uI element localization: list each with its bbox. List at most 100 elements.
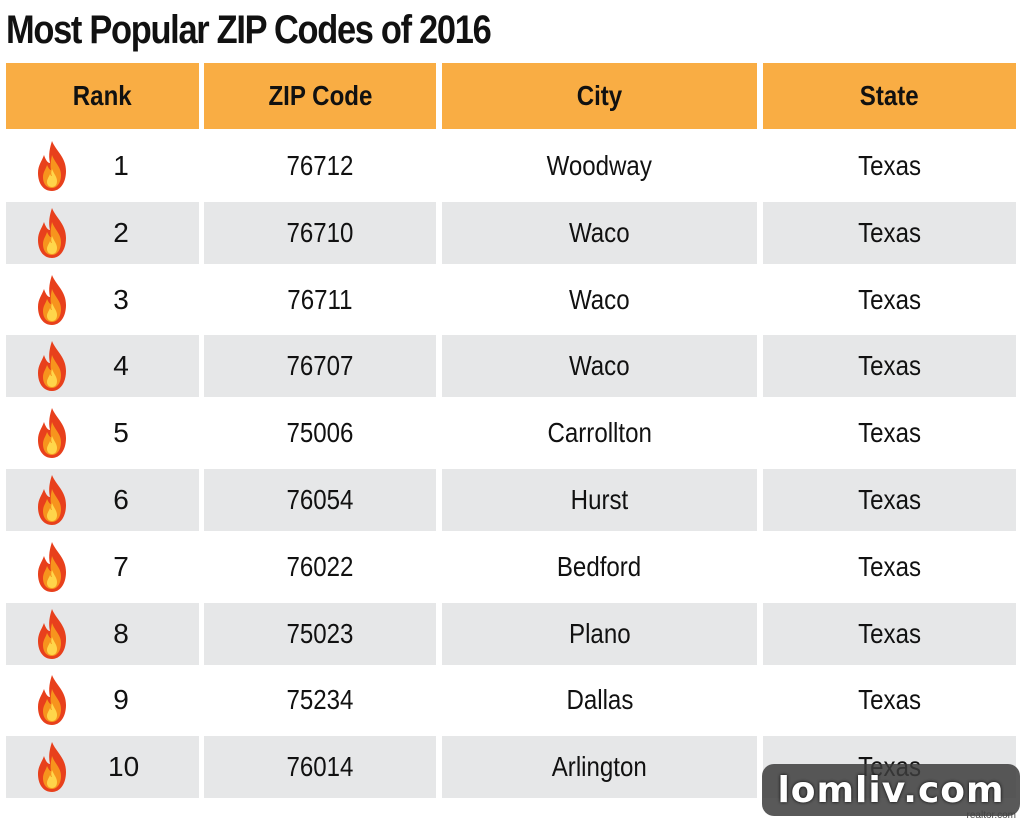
city-cell-text: Waco (569, 350, 630, 382)
state-cell: Texas (763, 669, 1016, 731)
zip-cell-text: 76022 (286, 550, 354, 582)
rank-cell: 7 (6, 536, 199, 598)
rank-number: 7 (113, 550, 129, 582)
city-cell-text: Waco (569, 216, 630, 248)
city-cell-text: Bedford (557, 550, 642, 582)
state-cell-text: Texas (858, 150, 921, 181)
watermark: lomliv.com (762, 764, 1020, 816)
state-cell-text: Texas (858, 350, 921, 382)
rank-cell: 1 (6, 135, 199, 197)
city-cell: Plano (442, 602, 757, 665)
table-row: 3 76711 Waco Texas (0, 269, 1024, 336)
zip-cell: 75023 (204, 602, 436, 665)
state-cell: Texas (763, 402, 1016, 464)
zip-cell: 76022 (204, 536, 436, 598)
city-cell: Waco (442, 335, 757, 398)
zip-cell-text: 76707 (286, 350, 354, 382)
state-cell-text: Texas (858, 617, 921, 649)
zip-cell-text: 75006 (286, 417, 354, 449)
flame-icon (38, 207, 66, 258)
zip-cell-text: 75023 (286, 617, 354, 649)
flame-icon (38, 274, 66, 325)
table-body: 1 76712 Woodway Texas 2 76710 Waco Texas 3 76711 W… (0, 135, 1024, 803)
state-cell-text: Texas (858, 550, 921, 582)
header-zip-code: ZIP Code (204, 63, 436, 129)
zip-cell-text: 75234 (286, 684, 354, 716)
city-cell: Carrollton (442, 402, 757, 464)
city-cell: Bedford (442, 536, 757, 598)
header-rank: Rank (6, 63, 199, 129)
city-cell-text: Arlington (551, 751, 648, 783)
rank-number: 3 (113, 283, 129, 315)
zip-cell-text: 76711 (287, 283, 353, 315)
state-cell-text: Texas (858, 216, 921, 248)
zip-cell-text: 76014 (286, 751, 354, 783)
state-cell: Texas (763, 468, 1016, 531)
flame-icon (38, 474, 66, 525)
state-cell-text: Texas (858, 417, 921, 449)
rank-cell: 8 (6, 602, 199, 665)
zip-cell: 76712 (204, 135, 436, 197)
flame-icon (38, 408, 66, 459)
table-row: 2 76710 Waco Texas (0, 201, 1024, 269)
city-cell: Arlington (442, 736, 757, 799)
state-cell-text: Texas (858, 483, 921, 515)
rank-cell: 4 (6, 335, 199, 398)
table-row: 1 76712 Woodway Texas (0, 135, 1024, 202)
flame-icon (38, 541, 66, 592)
table-row: 9 75234 Dallas Texas (0, 669, 1024, 736)
state-cell-text: Texas (858, 684, 921, 716)
zip-cell: 75006 (204, 402, 436, 464)
table-row: 5 75006 Carrollton Texas (0, 402, 1024, 469)
rank-number: 4 (113, 350, 129, 382)
city-cell-text: Hurst (570, 483, 629, 515)
state-cell: Texas (763, 335, 1016, 398)
city-cell: Waco (442, 269, 757, 331)
city-cell-text: Waco (569, 283, 630, 315)
state-cell: Texas (763, 536, 1016, 598)
state-cell: Texas (763, 135, 1016, 197)
flame-icon (38, 675, 66, 726)
city-cell-text: Dallas (566, 684, 633, 716)
rank-cell: 3 (6, 269, 199, 331)
city-cell: Woodway (442, 135, 757, 197)
city-cell: Waco (442, 201, 757, 264)
flame-icon (38, 608, 66, 659)
zip-cell-text: 76054 (286, 483, 354, 515)
zip-cell-text: 76712 (286, 150, 354, 181)
table-header-row: Rank ZIP Code City State (0, 63, 1024, 135)
rank-cell: 10 (6, 736, 199, 799)
table-row: 4 76707 Waco Texas (0, 335, 1024, 402)
flame-icon (38, 742, 66, 793)
header-state: State (763, 63, 1016, 129)
zip-table: Rank ZIP Code City State 1 76712 Woodway Te… (0, 63, 1024, 803)
flame-icon (38, 141, 66, 191)
zip-cell: 76707 (204, 335, 436, 398)
table-row: 6 76054 Hurst Texas (0, 468, 1024, 536)
state-cell: Texas (763, 602, 1016, 665)
rank-number: 9 (113, 684, 129, 716)
chart-title: Most Popular ZIP Codes of 2016 (6, 8, 492, 52)
state-cell: Texas (763, 201, 1016, 264)
rank-number: 5 (113, 417, 129, 449)
source-label: realtor.com (966, 810, 1016, 821)
header-city: City (442, 63, 757, 129)
rank-cell: 2 (6, 201, 199, 264)
rank-number: 2 (113, 216, 129, 248)
rank-number: 6 (113, 483, 129, 515)
zip-cell: 75234 (204, 669, 436, 731)
zip-cell: 76054 (204, 468, 436, 531)
table-row: 7 76022 Bedford Texas (0, 536, 1024, 603)
rank-number: 10 (108, 751, 140, 783)
city-cell: Dallas (442, 669, 757, 731)
rank-cell: 9 (6, 669, 199, 731)
rank-number: 1 (113, 150, 129, 181)
zip-cell: 76711 (204, 269, 436, 331)
city-cell-text: Plano (568, 617, 631, 649)
table-row: 8 75023 Plano Texas (0, 602, 1024, 670)
rank-cell: 6 (6, 468, 199, 531)
rank-number: 8 (113, 617, 129, 649)
rank-cell: 5 (6, 402, 199, 464)
city-cell-text: Carrollton (547, 417, 652, 449)
zip-cell: 76710 (204, 201, 436, 264)
